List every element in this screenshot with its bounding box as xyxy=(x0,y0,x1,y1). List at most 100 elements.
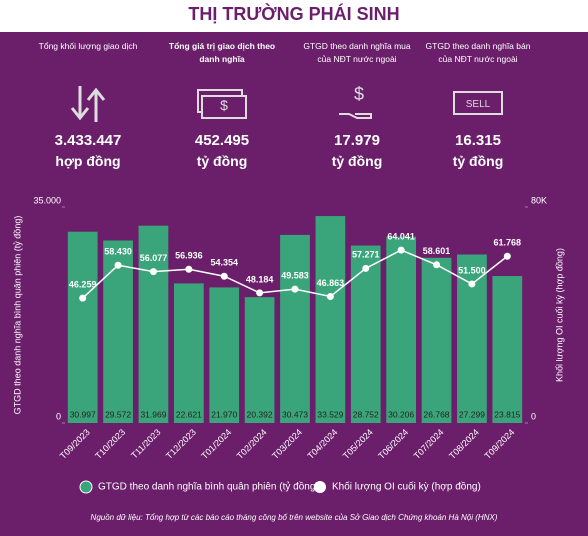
bar-value-label: 31.969 xyxy=(140,409,166,419)
bar xyxy=(280,234,310,423)
icon: $ xyxy=(197,89,247,119)
line-value-label: 57.271 xyxy=(352,250,380,260)
bar-value-label: 22.621 xyxy=(176,409,202,419)
line-value-label: 56.077 xyxy=(140,253,168,263)
kpi-value: 452.495 xyxy=(194,132,250,149)
kpi-unit: tỷ đồng xyxy=(452,153,504,169)
line-point xyxy=(114,261,122,269)
x-tick-label: T06/2024 xyxy=(376,427,410,461)
bar xyxy=(138,225,169,423)
x-tick-label: T12/2023 xyxy=(164,427,198,461)
bar xyxy=(103,240,133,423)
y-tick-label: 35.000 xyxy=(33,195,61,205)
kpi: GTGD theo danh nghĩa mua của NĐT nước ng… xyxy=(297,40,417,169)
line-value-label: 48.184 xyxy=(246,274,274,284)
line-point xyxy=(397,246,405,254)
line-value-label: 46.259 xyxy=(69,279,97,289)
bar xyxy=(350,245,381,423)
x-tick-label: T10/2023 xyxy=(93,427,127,461)
svg-text:$: $ xyxy=(220,97,228,113)
bar-value-label: 27.299 xyxy=(459,409,485,419)
bar xyxy=(492,276,523,423)
line-value-label: 54.354 xyxy=(210,258,238,268)
line-point xyxy=(256,289,264,297)
x-tick-label: T01/2024 xyxy=(199,427,233,461)
bar-value-label: 20.392 xyxy=(247,409,273,419)
bar xyxy=(209,287,240,423)
bar-value-label: 30.206 xyxy=(388,409,414,419)
line-point xyxy=(362,264,370,272)
x-tick-label: T07/2024 xyxy=(412,427,446,461)
legend-marker xyxy=(79,480,93,494)
kpi-unit: tỷ đồng xyxy=(331,153,383,169)
x-tick-label: T08/2024 xyxy=(447,427,481,461)
line-point xyxy=(326,292,334,300)
kpi-value: 3.433.447 xyxy=(54,132,122,149)
kpi-label: GTGD theo danh nghĩa bán của NĐT nước ng… xyxy=(425,41,531,64)
line-point xyxy=(468,280,476,288)
line-point xyxy=(185,265,193,273)
y2-tick-label: 80K xyxy=(531,195,547,205)
kpi-value: 17.979 xyxy=(334,132,380,149)
bar xyxy=(315,216,346,423)
x-tick-label: T09/2024 xyxy=(482,427,516,461)
line-value-label: 56.936 xyxy=(175,251,203,261)
line-value-label: 46.863 xyxy=(317,278,345,288)
icon: $ xyxy=(339,84,372,119)
kpi: GTGD theo danh nghĩa bán của NĐT nước ng… xyxy=(418,40,538,169)
line-point xyxy=(433,261,441,269)
bar-value-label: 21.970 xyxy=(211,409,237,419)
bar xyxy=(421,257,452,423)
x-tick-label: T11/2023 xyxy=(129,427,162,460)
legend-label: Khối lượng OI cuối kỳ (hợp đồng) xyxy=(332,481,481,493)
x-tick-label: T02/2024 xyxy=(235,427,269,461)
page-title: THỊ TRƯỜNG PHÁI SINH xyxy=(188,4,400,24)
bar-value-label: 30.473 xyxy=(282,409,308,419)
bar xyxy=(173,283,204,423)
kpi: Tổng khối lượng giao dịch 3.433.447 hợp … xyxy=(28,40,148,169)
line-point xyxy=(291,285,299,293)
line-point xyxy=(149,268,157,276)
icon xyxy=(70,86,106,122)
bar-value-label: 23.815 xyxy=(494,409,520,419)
x-tick-label: T09/2023 xyxy=(58,427,92,461)
bar-value-label: 28.752 xyxy=(353,409,379,419)
kpi-label: Tổng giá trị giao dịch theo danh nghĩa xyxy=(168,41,276,64)
legend-marker xyxy=(314,481,326,493)
line-value-label: 58.430 xyxy=(104,247,132,257)
source-note: Nguồn dữ liệu: Tổng hợp từ các báo cáo t… xyxy=(91,513,498,522)
line-value-label: 58.601 xyxy=(423,246,451,256)
line-value-label: 51.500 xyxy=(458,265,486,275)
bar-value-label: 30.997 xyxy=(70,409,96,419)
bar-value-label: 29.572 xyxy=(105,409,131,419)
kpi-label: GTGD theo danh nghĩa mua của NĐT nước ng… xyxy=(303,41,411,64)
icon: SELL xyxy=(453,91,503,115)
line-point xyxy=(220,272,228,280)
x-tick-label: T03/2024 xyxy=(270,427,304,461)
y2-tick-label: 0 xyxy=(531,411,536,421)
kpi-unit: tỷ đồng xyxy=(196,153,248,169)
line-value-label: 61.768 xyxy=(494,238,522,248)
svg-text:SELL: SELL xyxy=(466,99,491,110)
y2-axis-title: Khối lượng OI cuối kỳ (hợp đồng) xyxy=(554,248,564,382)
bar-value-label: 33.529 xyxy=(317,409,343,419)
kpi-value: 16.315 xyxy=(455,132,501,149)
x-tick-label: T04/2024 xyxy=(306,427,340,461)
line-point xyxy=(503,252,511,260)
line-value-label: 49.583 xyxy=(281,271,309,281)
svg-text:$: $ xyxy=(354,84,364,104)
bar xyxy=(244,297,275,423)
y-axis-title: GTGD theo danh nghĩa bình quân phiên (tỷ… xyxy=(12,216,22,415)
bar-value-label: 26.768 xyxy=(424,409,450,419)
x-tick-label: T05/2024 xyxy=(341,427,375,461)
line-point xyxy=(79,294,87,302)
line-value-label: 64.041 xyxy=(387,231,415,241)
kpi-unit: hợp đồng xyxy=(55,153,121,169)
kpi: Tổng giá trị giao dịch theo danh nghĩa $… xyxy=(162,40,282,169)
bar xyxy=(386,236,417,423)
legend-label: GTGD theo danh nghĩa bình quân phiên (tỷ… xyxy=(98,481,319,493)
kpi-label: Tổng khối lượng giao dịch xyxy=(38,41,138,51)
bar xyxy=(67,231,98,423)
